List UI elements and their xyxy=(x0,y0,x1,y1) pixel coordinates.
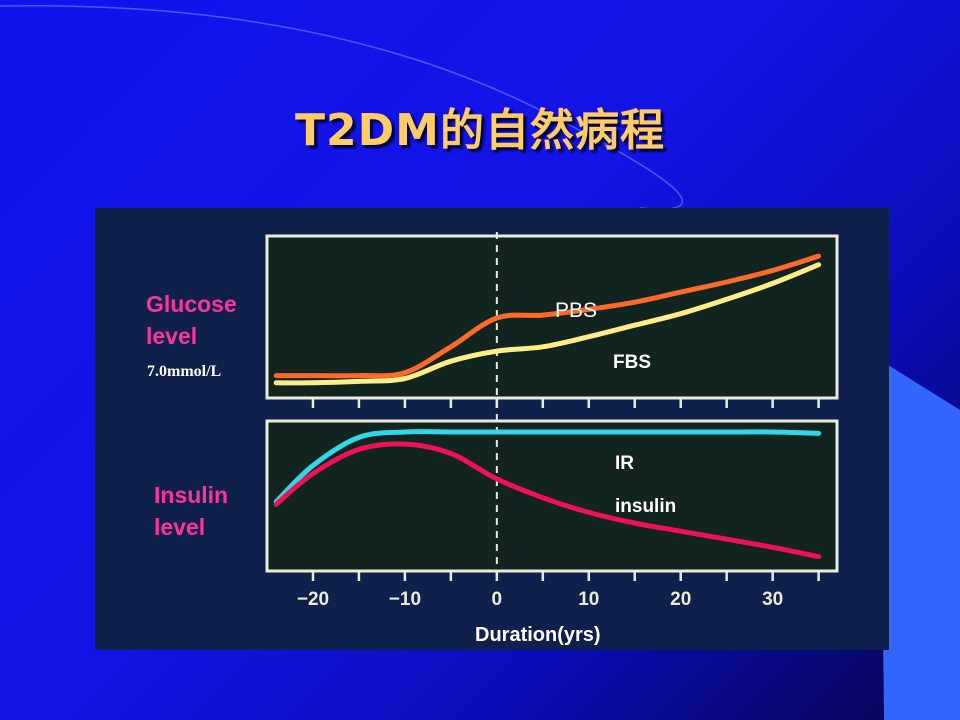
glucose-threshold-label: 7.0mmol/L xyxy=(147,363,222,380)
series-label-fbs: FBS xyxy=(613,352,651,373)
insulin-axis-label: Insulin level xyxy=(154,479,228,543)
x-tick-label: −10 xyxy=(389,589,421,610)
slide-title: T2DM的自然病程 xyxy=(295,105,665,156)
background-swoosh xyxy=(0,4,683,210)
x-tick-label: 20 xyxy=(670,589,691,610)
glucose-axis-label-line-1: Glucose xyxy=(146,291,237,317)
series-line-pbs xyxy=(273,253,822,379)
glucose-axis-label-line-2: level xyxy=(146,323,198,349)
accent-shape-right xyxy=(880,360,960,720)
insulin-axis-label-line-2: level xyxy=(154,514,206,540)
x-tick-label: −20 xyxy=(297,589,329,610)
chart-panel: −20 −10 0 10 20 30 Glucose level 7.0mmol/L In… xyxy=(95,208,889,650)
series-line-fbs xyxy=(273,262,822,386)
series-label-pbs: PBS xyxy=(555,299,598,322)
series-label-ir: IR xyxy=(615,453,634,474)
chart-plot-area: −20 −10 0 10 20 30 xyxy=(265,232,839,610)
insulin-plot-frame xyxy=(265,419,839,573)
x-tick-label: 0 xyxy=(492,589,503,610)
x-tick-label: 10 xyxy=(578,589,599,610)
x-tick-label: 30 xyxy=(762,589,783,610)
x-axis-title: Duration(yrs) xyxy=(475,624,601,646)
series-line-insulin xyxy=(273,441,822,560)
insulin-axis-label-line-1: Insulin xyxy=(154,482,229,508)
series-line-ir xyxy=(273,429,822,505)
series-label-insulin: insulin xyxy=(615,496,677,517)
glucose-axis-label: Glucose level xyxy=(146,288,237,352)
glucose-plot-frame xyxy=(265,234,839,400)
